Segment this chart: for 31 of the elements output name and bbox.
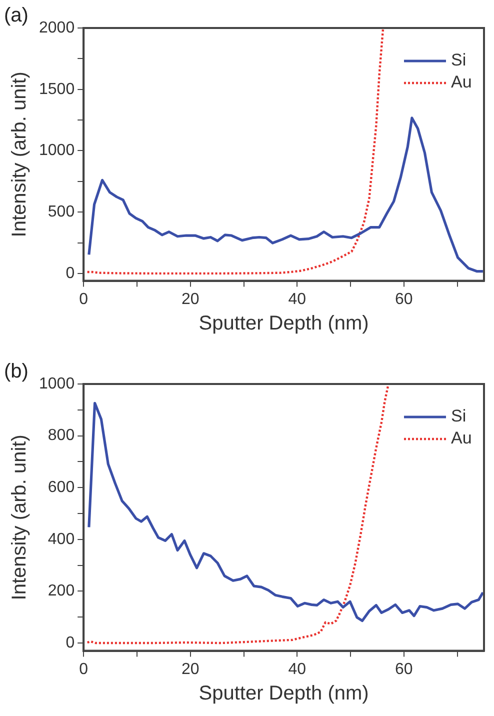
legend-label: Si bbox=[451, 50, 466, 70]
legend-label: Au bbox=[451, 72, 472, 92]
line-series bbox=[86, 28, 384, 275]
x-tick-label: 0 bbox=[79, 660, 88, 678]
x-tick-label: 60 bbox=[395, 660, 413, 678]
y-tick-label: 600 bbox=[48, 479, 75, 496]
y-tick-label: 400 bbox=[48, 530, 75, 548]
y-tick-label: 1000 bbox=[39, 142, 75, 160]
y-tick-label: 800 bbox=[48, 427, 75, 444]
x-tick-label: 0 bbox=[79, 290, 88, 308]
x-tick-label: 40 bbox=[288, 290, 306, 308]
chart-title: (b) bbox=[4, 360, 28, 383]
y-tick-label: 2000 bbox=[39, 19, 75, 36]
y-tick-label: 1000 bbox=[39, 375, 75, 392]
y-axis-title: Intensity (arb. unit) bbox=[8, 434, 31, 600]
y-tick-label: 0 bbox=[66, 264, 75, 282]
legend-label: Au bbox=[451, 428, 472, 448]
chart-title: (a) bbox=[4, 4, 28, 27]
y-tick-label: 200 bbox=[48, 582, 75, 600]
line-series bbox=[86, 384, 390, 644]
x-tick-label: 40 bbox=[288, 660, 306, 678]
y-tick-label: 500 bbox=[48, 203, 75, 220]
legend-label: Si bbox=[451, 406, 466, 426]
x-axis-title: Sputter Depth (nm) bbox=[198, 682, 369, 705]
y-tick-label: 0 bbox=[66, 634, 75, 652]
x-tick-label: 20 bbox=[181, 660, 200, 678]
y-axis-title: Intensity (arb. unit) bbox=[8, 72, 31, 238]
x-tick-label: 20 bbox=[181, 290, 200, 308]
y-tick-label: 1500 bbox=[39, 80, 75, 98]
x-axis-title: Sputter Depth (nm) bbox=[198, 312, 369, 335]
x-tick-label: 60 bbox=[395, 290, 413, 308]
